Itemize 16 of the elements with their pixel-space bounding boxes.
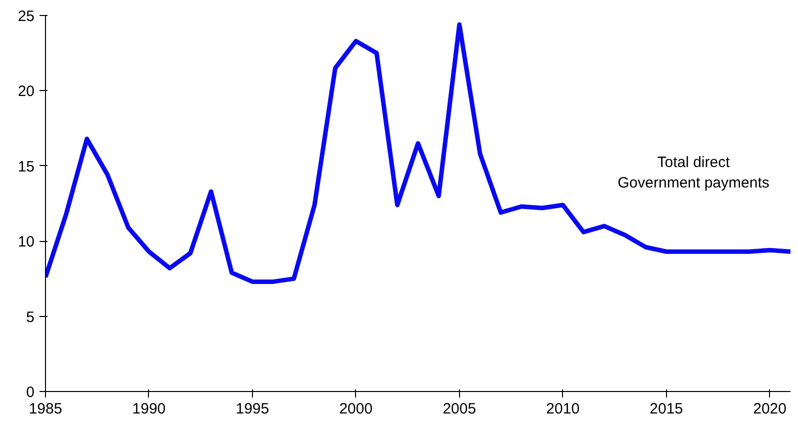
y-tick-label: 25 — [18, 8, 35, 25]
y-tick-label: 15 — [18, 158, 35, 176]
text: Total direct Government payments — [618, 154, 770, 192]
x-tick-label: 1995 — [236, 400, 270, 418]
y-tick-label: 10 — [18, 234, 35, 251]
y-tick-label: 20 — [18, 83, 35, 100]
y-tick-label: 0 — [26, 384, 34, 401]
x-tick-label: 2020 — [753, 400, 786, 418]
x-tick-label: 2015 — [650, 400, 684, 418]
x-tick-label: 2010 — [546, 400, 580, 418]
y-tick-label: 5 — [26, 308, 34, 326]
x-tick-label: 1985 — [28, 400, 62, 418]
x-tick-label: 2005 — [442, 400, 476, 418]
x-tick-label: 2000 — [339, 400, 373, 418]
x-tick-label: 1990 — [132, 400, 166, 418]
line-series — [46, 22, 790, 284]
